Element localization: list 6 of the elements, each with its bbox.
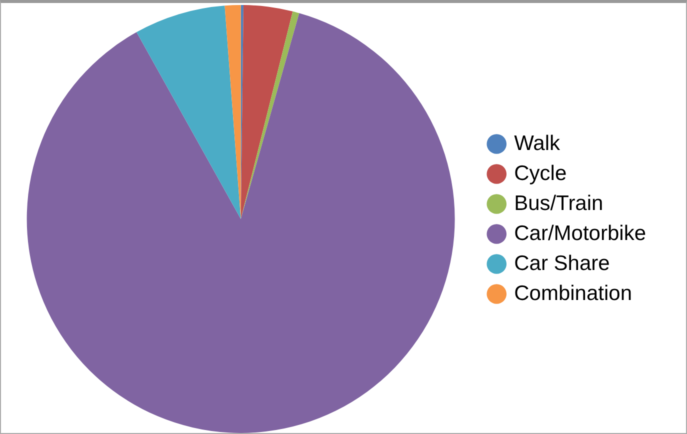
legend-label: Car/Motorbike	[514, 222, 646, 245]
legend-label: Combination	[514, 282, 632, 305]
legend-label: Cycle	[514, 162, 567, 185]
legend-label: Walk	[514, 132, 561, 155]
legend-label: Car Share	[514, 252, 610, 275]
legend-label: Bus/Train	[514, 192, 604, 215]
